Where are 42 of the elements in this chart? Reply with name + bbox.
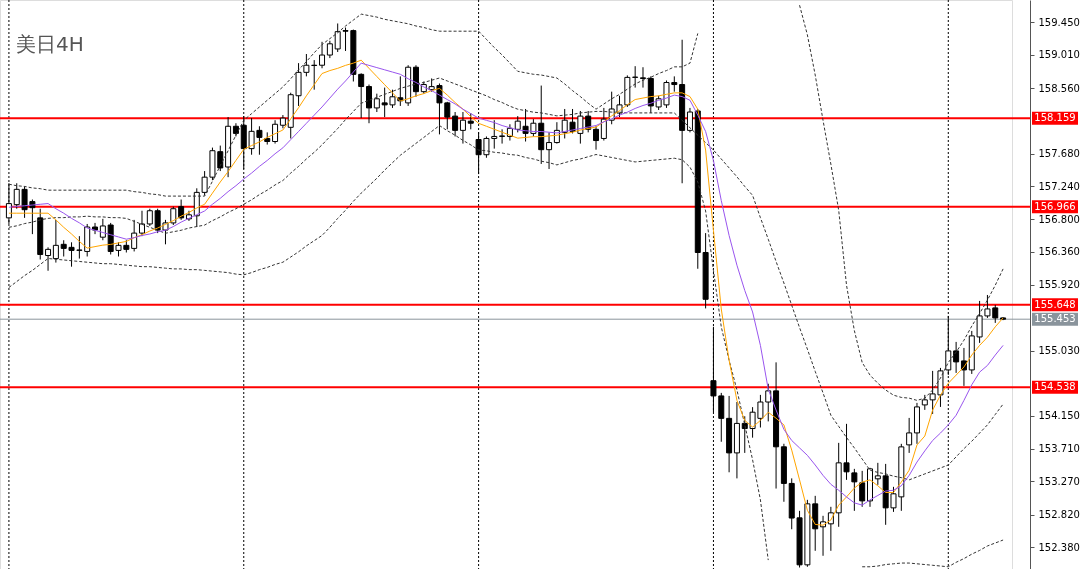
candlestick [131, 219, 138, 252]
y-tick-label: 158.560 [1038, 82, 1080, 94]
y-tick-label: 157.240 [1038, 180, 1080, 192]
candlestick [632, 65, 639, 89]
candlestick [366, 84, 373, 124]
y-tick-label: 155.030 [1038, 345, 1080, 357]
candlestick [600, 107, 607, 142]
candlestick [459, 111, 466, 145]
y-tick-label: 159.010 [1038, 49, 1080, 61]
y-tick-label: 153.710 [1038, 443, 1080, 455]
ref-line-label: 155.453 [1034, 313, 1076, 325]
candlestick [138, 210, 145, 237]
candlestick [92, 222, 99, 235]
candlestick [874, 462, 881, 486]
y-tick-label: 159.450 [1038, 16, 1080, 28]
candlestick [373, 93, 380, 113]
candlestick [319, 41, 326, 69]
candlestick [906, 417, 913, 454]
candlestick [452, 111, 459, 137]
y-tick-label: 156.360 [1038, 246, 1080, 258]
y-tick-label: 152.380 [1038, 541, 1080, 553]
candlestick [639, 66, 646, 89]
ref-line-label: 154.538 [1034, 381, 1076, 393]
candlestick [52, 219, 59, 264]
text: 美日4H [16, 32, 84, 56]
ref-line-label: 155.648 [1034, 298, 1076, 310]
candlestick [272, 119, 279, 145]
ref-line-label: 156.966 [1034, 200, 1076, 212]
y-tick-label: 157.680 [1038, 148, 1080, 160]
candlestick [546, 131, 553, 170]
ref-line-label: 158.159 [1034, 112, 1076, 124]
y-tick-label: 154.150 [1038, 410, 1080, 422]
y-tick-label: 155.920 [1038, 279, 1080, 290]
candlestick [170, 206, 177, 226]
candlestick [686, 107, 693, 133]
candlestick [593, 125, 600, 151]
candlestick [45, 246, 52, 272]
candlestick [499, 128, 506, 145]
y-tick-label: 156.800 [1038, 213, 1080, 225]
y-tick-label: 152.820 [1038, 509, 1080, 521]
y-tick-label: 153.270 [1038, 475, 1080, 487]
candlestick [953, 341, 960, 374]
